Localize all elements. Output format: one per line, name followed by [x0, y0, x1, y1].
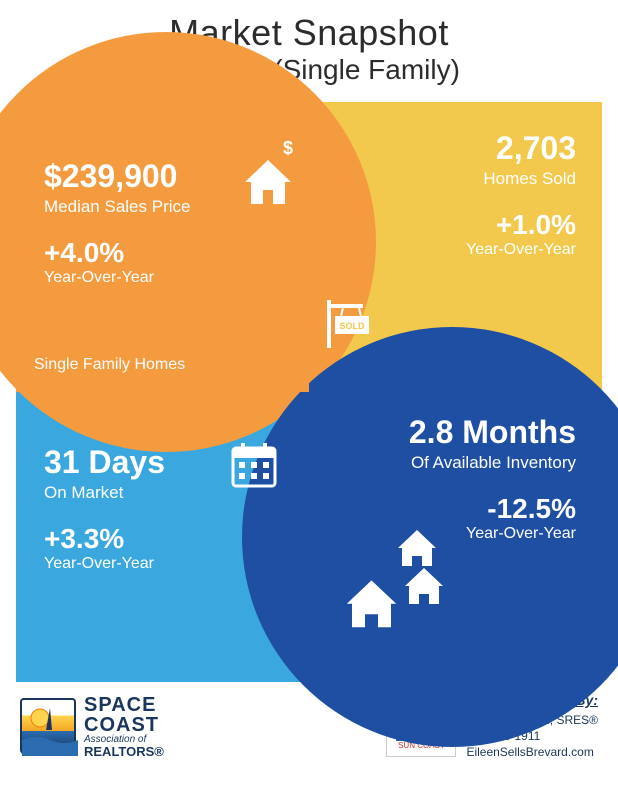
logo-line2: COAST: [84, 715, 164, 735]
stat-delta-label: Year-Over-Year: [44, 269, 289, 287]
stat-median-price: $239,900 Median Sales Price +4.0% Year-O…: [16, 102, 309, 392]
stat-days-on-market: 31 Days On Market +3.3% Year-Over-Year: [16, 392, 309, 682]
association-logo: SPACE COAST Association of REALTORS®: [20, 695, 164, 758]
stat-label: Of Available Inventory: [329, 453, 576, 473]
calendar-icon: [229, 440, 279, 495]
stats-grid: $239,900 Median Sales Price +4.0% Year-O…: [16, 102, 602, 682]
sold-sign-icon: SOLD: [321, 296, 377, 357]
stat-inventory: 2.8 Months Of Available Inventory -12.5%…: [309, 392, 602, 682]
houses-cluster-icon: [337, 522, 457, 637]
stat-value: 2,703: [329, 130, 576, 167]
stat-delta: +4.0%: [44, 237, 289, 269]
logo-badge: [20, 698, 76, 754]
logo-line4: REALTORS®: [84, 745, 164, 758]
stat-value: 2.8 Months: [329, 414, 576, 451]
stat-delta: -12.5%: [329, 493, 576, 525]
logo-line1: SPACE: [84, 695, 164, 715]
stat-footnote: Single Family Homes: [34, 356, 185, 374]
stat-label: Homes Sold: [329, 169, 576, 189]
svg-text:SOLD: SOLD: [339, 321, 365, 331]
presenter-site: EileenSellsBrevard.com: [466, 744, 598, 760]
stat-delta: +1.0%: [329, 209, 576, 241]
stat-delta-label: Year-Over-Year: [44, 555, 289, 573]
stat-delta: +3.3%: [44, 523, 289, 555]
house-dollar-icon: $: [237, 140, 299, 217]
association-text: SPACE COAST Association of REALTORS®: [84, 695, 164, 758]
svg-text:$: $: [283, 140, 293, 158]
stat-delta-label: Year-Over-Year: [329, 241, 576, 259]
